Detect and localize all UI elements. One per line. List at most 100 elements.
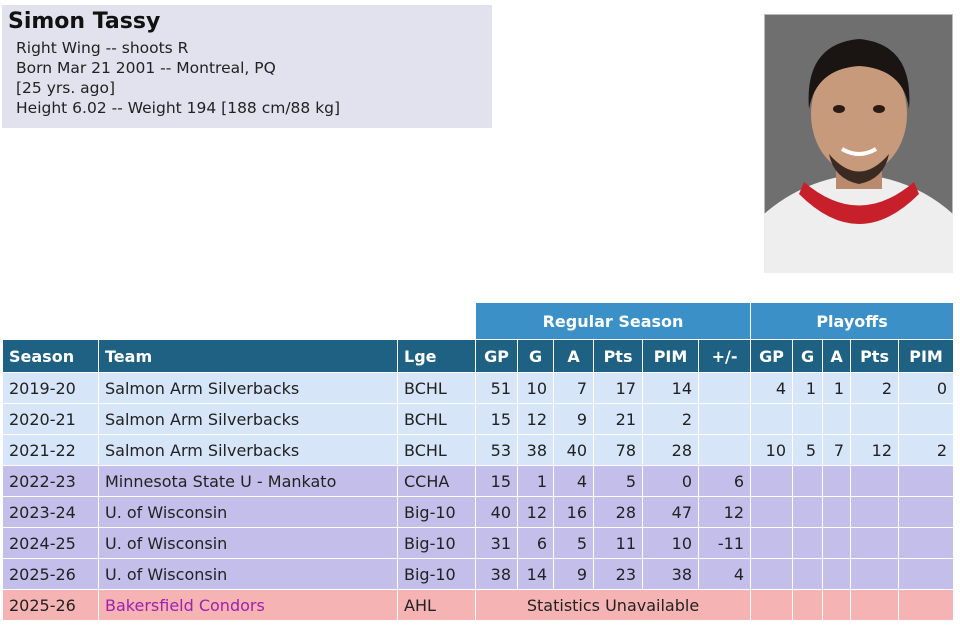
stat-cell <box>750 403 794 435</box>
stat-cell: 16 <box>553 496 595 528</box>
stat-cell <box>750 589 794 621</box>
column-header: Team <box>98 339 398 373</box>
stat-cell: 10 <box>642 527 700 559</box>
stat-cell <box>898 589 955 621</box>
stat-cell: 12 <box>517 403 555 435</box>
stat-cell: 78 <box>593 434 644 466</box>
stat-cell: 11 <box>593 527 644 559</box>
stat-cell <box>792 558 824 590</box>
stat-cell: 28 <box>593 496 644 528</box>
stat-cell: 38 <box>475 558 519 590</box>
team-cell: U. of Wisconsin <box>98 558 398 590</box>
column-header: Lge <box>396 339 477 373</box>
season-cell: 2025-26 <box>2 558 99 590</box>
stat-cell: 5 <box>553 527 595 559</box>
group-header: Regular Season <box>475 302 752 340</box>
column-header: Pts <box>850 339 900 373</box>
info-line: Height 6.02 -- Weight 194 [188 cm/88 kg] <box>16 99 341 117</box>
season-cell: 2020-21 <box>2 403 99 435</box>
stat-cell <box>750 558 794 590</box>
stats-row: 2025-26 U. of Wisconsin Big-10 38 14 9 23 38 4 <box>2 558 955 590</box>
stat-cell <box>850 589 900 621</box>
player-info: Simon Tassy Right Wing -- shoots R Born … <box>2 5 492 128</box>
league-cell: Big-10 <box>396 558 477 590</box>
info-line: [25 yrs. ago] <box>16 79 116 97</box>
note-cell: Statistics Unavailable <box>475 589 752 621</box>
league-cell: CCHA <box>396 465 477 497</box>
stat-cell: 14 <box>517 558 555 590</box>
season-cell: 2025-26 <box>2 589 99 621</box>
stat-cell: 2 <box>898 434 955 466</box>
team-cell: U. of Wisconsin <box>98 496 398 528</box>
season-cell: 2019-20 <box>2 372 99 404</box>
stat-cell: -11 <box>698 527 752 559</box>
stat-cell: 4 <box>553 465 595 497</box>
stat-cell: 23 <box>593 558 644 590</box>
stat-cell <box>822 496 852 528</box>
stat-cell: 15 <box>475 403 519 435</box>
column-header: Pts <box>593 339 644 373</box>
stat-cell: 31 <box>475 527 519 559</box>
stat-cell: 12 <box>517 496 555 528</box>
player-name: Simon Tassy <box>8 9 161 34</box>
stat-cell: 1 <box>792 372 824 404</box>
stat-cell <box>850 527 900 559</box>
stat-cell: 40 <box>553 434 595 466</box>
stats-row: 2023-24 U. of Wisconsin Big-10 40 12 16 28 47 12 <box>2 496 955 528</box>
stat-cell <box>750 465 794 497</box>
stat-cell <box>850 496 900 528</box>
stats-row: 2022-23 Minnesota State U - Mankato CCHA 15… <box>2 465 955 497</box>
stat-cell: 12 <box>850 434 900 466</box>
stats-row: 2021-22 Salmon Arm Silverbacks BCHL 53 38 40 7… <box>2 434 955 466</box>
stat-cell: 38 <box>517 434 555 466</box>
league-cell: AHL <box>396 589 477 621</box>
stat-cell <box>850 465 900 497</box>
stats-table: Regular Season Playoffs Season Team Lge GP G… <box>1 302 955 621</box>
stat-cell: 0 <box>642 465 700 497</box>
stat-cell <box>822 558 852 590</box>
stat-cell: 53 <box>475 434 519 466</box>
stat-cell: 7 <box>553 372 595 404</box>
stat-cell: 14 <box>642 372 700 404</box>
team-cell: Salmon Arm Silverbacks <box>98 372 398 404</box>
column-header: A <box>822 339 852 373</box>
team-link[interactable]: Bakersfield Condors <box>105 595 265 615</box>
stat-cell: 5 <box>792 434 824 466</box>
stat-cell <box>750 527 794 559</box>
column-header: +/- <box>698 339 752 373</box>
stat-cell <box>792 589 824 621</box>
stat-cell: 38 <box>642 558 700 590</box>
stat-cell <box>822 527 852 559</box>
stat-cell: 12 <box>698 496 752 528</box>
stat-cell: 10 <box>750 434 794 466</box>
stat-cell: 2 <box>850 372 900 404</box>
stat-cell <box>698 434 752 466</box>
stats-row: 2020-21 Salmon Arm Silverbacks BCHL 15 12 9 21… <box>2 403 955 435</box>
team-cell: Bakersfield Condors <box>98 589 398 621</box>
column-header: GP <box>750 339 794 373</box>
column-header: PIM <box>642 339 700 373</box>
stat-cell <box>792 496 824 528</box>
stat-cell: 28 <box>642 434 700 466</box>
season-cell: 2022-23 <box>2 465 99 497</box>
player-photo <box>764 14 953 273</box>
stat-cell <box>898 465 955 497</box>
league-cell: BCHL <box>396 403 477 435</box>
league-cell: Big-10 <box>396 496 477 528</box>
stat-cell: 10 <box>517 372 555 404</box>
stat-cell <box>792 527 824 559</box>
stat-cell: 5 <box>593 465 644 497</box>
column-header: G <box>792 339 824 373</box>
league-cell: BCHL <box>396 372 477 404</box>
info-line: Right Wing -- shoots R <box>16 39 189 57</box>
stat-cell: 40 <box>475 496 519 528</box>
stat-cell: 6 <box>517 527 555 559</box>
stat-cell: 15 <box>475 465 519 497</box>
team-cell: Minnesota State U - Mankato <box>98 465 398 497</box>
group-header: Playoffs <box>750 302 955 340</box>
column-header: PIM <box>898 339 955 373</box>
column-header: GP <box>475 339 519 373</box>
stat-cell: 1 <box>822 372 852 404</box>
stat-cell: 2 <box>642 403 700 435</box>
